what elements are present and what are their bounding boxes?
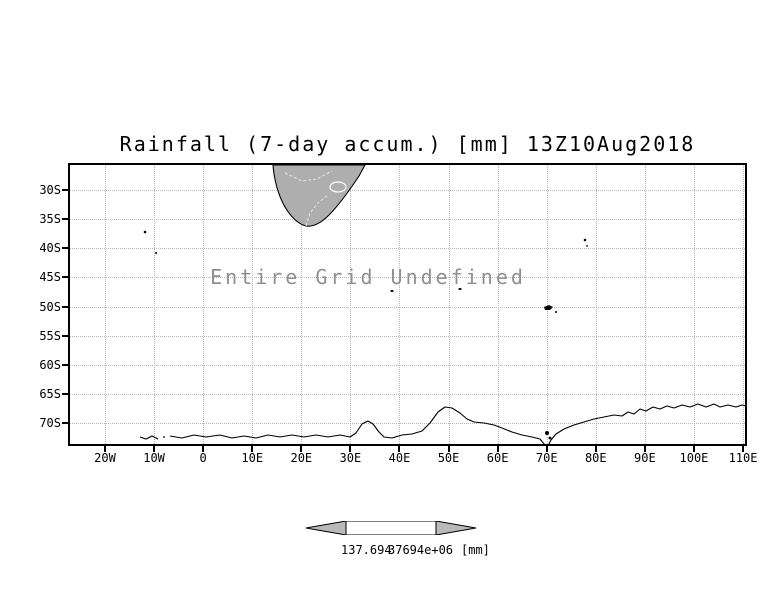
lon-tick-label: 80E [584, 451, 607, 465]
gridline-lon [350, 165, 352, 444]
colorbar-unit: [mm] [461, 543, 490, 557]
lat-tick-mark [62, 218, 68, 221]
lat-tick-label: 50S [39, 299, 61, 314]
antarctica-coastline [169, 403, 745, 444]
gridline-lat [70, 335, 745, 337]
gridline-lon [301, 165, 303, 444]
gridline-lon [252, 165, 254, 444]
gridline-lon [644, 165, 646, 444]
gridline-lon [595, 165, 597, 444]
lat-tick-mark [62, 334, 68, 337]
lon-tick-label: 70E [535, 451, 558, 465]
gridline-lat [70, 364, 745, 366]
lon-tick-mark [643, 446, 646, 452]
gridline-lat [70, 306, 745, 308]
lon-tick-mark [447, 446, 450, 452]
lat-tick-label: 35S [39, 212, 61, 227]
map-layer [139, 165, 745, 444]
lon-tick-mark [594, 446, 597, 452]
lat-tick-mark [62, 422, 68, 424]
lesotho-outline [329, 181, 347, 193]
lon-tick-mark [104, 446, 106, 452]
coastal-speck [163, 436, 165, 438]
colorbar-label-right: 37694e+06 [388, 543, 454, 557]
gridline-lon [743, 165, 745, 444]
lat-tick-label: 30S [39, 183, 61, 197]
lat-tick-mark [62, 276, 68, 279]
lon-tick-mark [202, 446, 205, 452]
island-marion [390, 290, 394, 292]
lat-tick-label: 60S [39, 357, 61, 372]
lat-tick-label: 70S [39, 416, 61, 430]
lon-tick-label: 60E [486, 451, 509, 465]
country-border-line [305, 194, 329, 227]
lon-tick-mark [153, 446, 156, 452]
plot-area: Entire Grid Undefined [68, 163, 747, 446]
grid-undefined-message: Entire Grid Undefined [210, 265, 526, 289]
gridline-lat [70, 190, 745, 191]
lat-tick-mark [62, 189, 68, 191]
lon-tick-label: 10W [143, 451, 165, 465]
lat-tick-label: 55S [39, 328, 61, 343]
gridline-lat [70, 393, 745, 395]
lon-tick-label: 100E [679, 451, 709, 465]
antarctica-coastline-west-islands [139, 435, 159, 440]
island-kerguelen [544, 305, 553, 310]
lon-tick-label: 20E [290, 451, 313, 465]
lat-tick-label: 65S [39, 386, 61, 401]
colorbar-label-left: 137.694 [341, 543, 392, 557]
lon-tick-mark [692, 446, 695, 452]
lat-tick-mark [62, 363, 68, 366]
lat-tick-label: 40S [39, 241, 61, 256]
island-gough [155, 252, 157, 254]
colorbar-left-arrow [305, 521, 347, 535]
lon-tick-mark [742, 446, 745, 452]
gridline-lon [497, 165, 499, 444]
lon-tick-label: 30E [339, 451, 362, 465]
lon-tick-mark [545, 446, 548, 452]
lat-tick-mark [62, 305, 68, 308]
lon-tick-mark [398, 446, 401, 452]
coastal-island-70e [545, 431, 549, 435]
lon-tick-label: 0 [199, 451, 207, 465]
gridline-lat [70, 423, 745, 424]
colorbar [305, 521, 477, 535]
gridline-lat [70, 219, 745, 221]
gridline-lon [448, 165, 450, 444]
lat-tick-mark [62, 247, 68, 250]
lon-tick-label: 110E [728, 451, 758, 465]
lon-tick-label: 40E [388, 451, 411, 465]
island-heard [555, 311, 557, 313]
gridline-lon [546, 165, 548, 444]
lon-tick-mark [251, 446, 254, 452]
gridline-lon [399, 165, 401, 444]
island-tristan [143, 230, 147, 234]
lat-tick-mark [62, 392, 68, 395]
gridline-lat [70, 248, 745, 250]
coastal-island-70e-2 [548, 436, 552, 440]
lon-tick-mark [496, 446, 499, 452]
lon-tick-label: 10E [241, 451, 264, 465]
country-border-line [284, 170, 333, 182]
gridline-lat [70, 277, 745, 279]
lon-tick-mark [300, 446, 303, 452]
colorbar-right-arrow [435, 521, 477, 535]
island-amsterdam [583, 238, 587, 242]
lon-tick-label: 20W [94, 451, 116, 465]
gridline-lon [154, 165, 156, 444]
island-crozet [458, 288, 462, 290]
gridline-lon [203, 165, 205, 444]
colorbar-body [345, 521, 437, 535]
island-stpaul [586, 245, 588, 247]
lon-tick-label: 50E [437, 451, 460, 465]
lon-tick-label: 90E [634, 451, 656, 465]
plot-title: Rainfall (7-day accum.) [mm] 13Z10Aug201… [119, 132, 696, 156]
gridline-lon [105, 165, 106, 444]
lon-tick-mark [349, 446, 352, 452]
lat-tick-label: 45S [39, 270, 61, 285]
gridline-lon [693, 165, 695, 444]
